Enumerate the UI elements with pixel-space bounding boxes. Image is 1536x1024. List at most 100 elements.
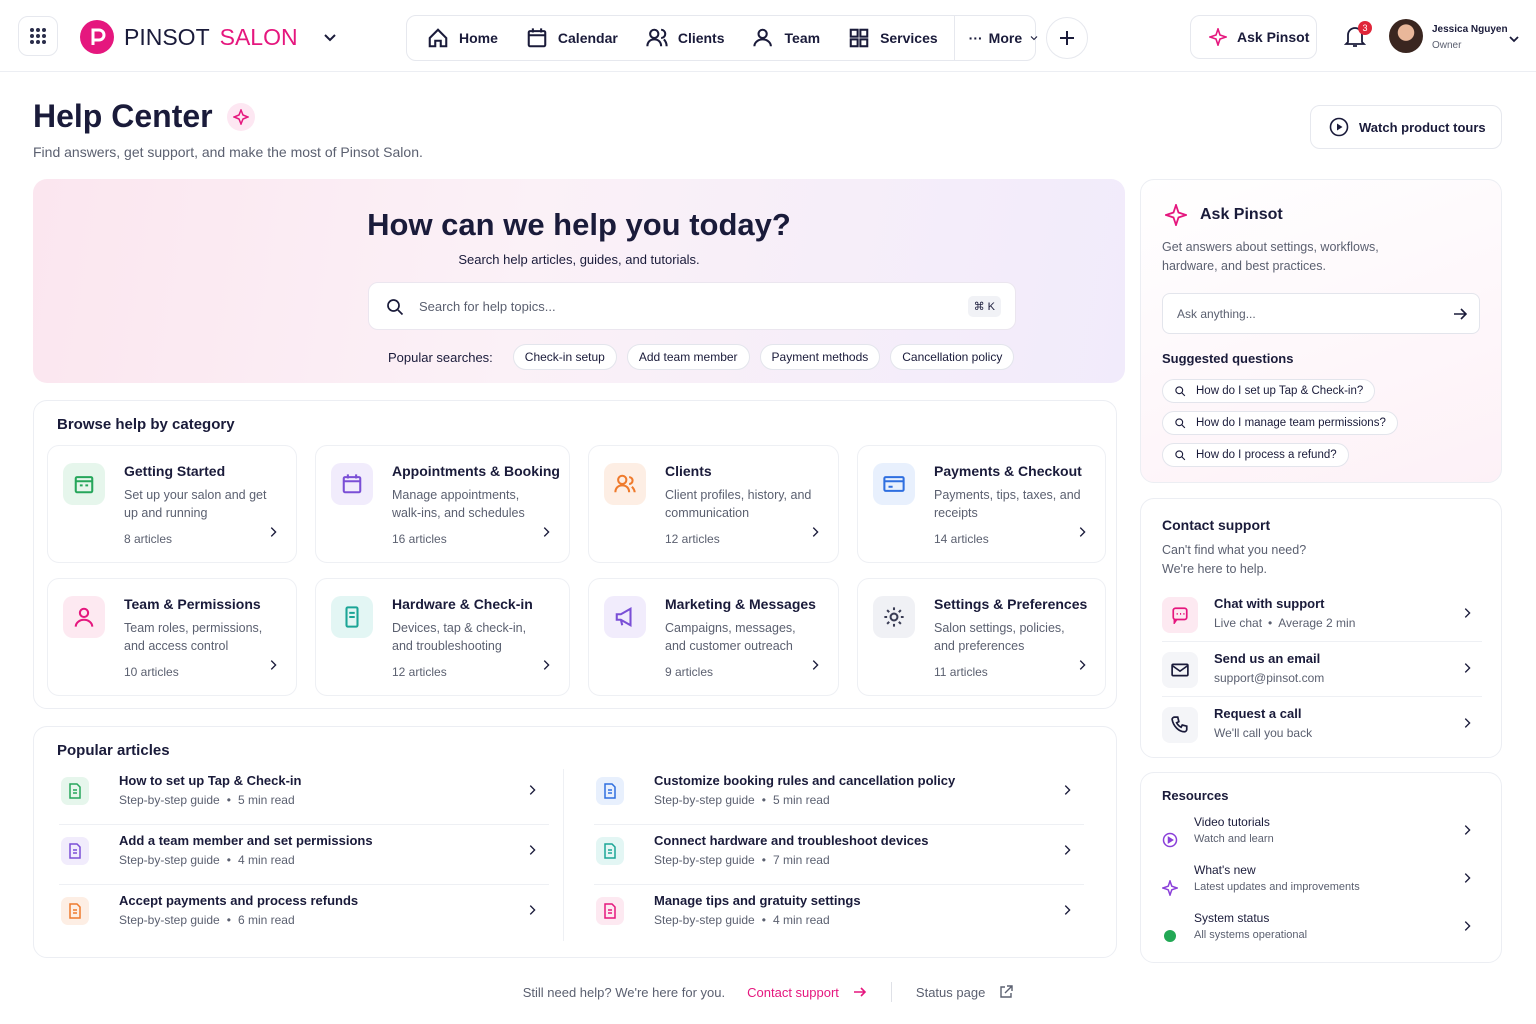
brand[interactable]: PINSOT SALON (80, 20, 338, 54)
contact-icon (1162, 652, 1198, 688)
chevron (529, 845, 536, 855)
article-time: 5 min read (772, 793, 830, 807)
nav-item[interactable]: Services (834, 27, 952, 49)
nav-item[interactable]: Team (739, 27, 835, 49)
article-title: How to set up Tap & Check-in (119, 773, 302, 788)
nav-label: Clients (677, 30, 725, 46)
chevron-wrap (266, 525, 280, 544)
nav-item[interactable]: Calendar (512, 27, 632, 49)
article-icon (61, 777, 89, 805)
category-card[interactable]: Clients Client profiles, history, and com… (588, 445, 839, 563)
article-icon (596, 897, 624, 925)
footer-status[interactable]: Status page (915, 984, 986, 1000)
chevron-wrap (1460, 661, 1474, 680)
popular-chip[interactable]: Check-in setup (512, 344, 617, 370)
popular-searches: Popular searches: Check-in setup Add team… (388, 344, 1015, 370)
page-title: Help Center (33, 98, 255, 135)
brand-name: PINSOT (124, 23, 210, 50)
category-card[interactable]: Marketing & Messages Campaigns, messages,… (588, 578, 839, 696)
suggested-question[interactable]: How do I manage team permissions? (1162, 411, 1398, 435)
avatar[interactable] (1389, 19, 1423, 53)
tours-button[interactable]: Watch product tours (1310, 105, 1502, 149)
popular-chip[interactable]: Payment methods (759, 344, 881, 370)
user-role: Owner (1432, 40, 1462, 51)
hero: How can we help you today? Search help a… (33, 179, 1125, 383)
user-chevron (1509, 36, 1519, 43)
contact-row[interactable]: Request a call We'll call you back (1162, 697, 1482, 752)
notification-badge: 3 (1358, 21, 1372, 35)
category-count: 8 articles (124, 532, 173, 546)
meta-dot: • (1268, 616, 1273, 630)
article-row[interactable]: Accept payments and process refunds Step-… (59, 885, 549, 945)
nav-item[interactable]: Clients (632, 27, 739, 49)
contact-title: Chat with support (1214, 596, 1325, 611)
icon (883, 476, 905, 492)
apps-button[interactable] (18, 16, 58, 56)
category-description: Salon settings, policies, and preference… (934, 621, 1065, 653)
ask-button[interactable]: Ask Pinsot (1190, 15, 1317, 59)
icon (614, 474, 636, 493)
contact-row[interactable]: Chat with support Live chat • Average 2 min (1162, 587, 1482, 642)
category-card[interactable]: Settings & Preferences Salon settings, po… (857, 578, 1106, 696)
suggested-question[interactable]: How do I set up Tap & Check-in? (1162, 379, 1376, 403)
article-row[interactable]: Connect hardware and troubleshoot device… (594, 825, 1084, 885)
contact-row[interactable]: Send us an email support@pinsot.com (1162, 642, 1482, 697)
nav-icon (527, 28, 547, 48)
category-icon (873, 463, 915, 505)
sparkle-icon (1165, 204, 1187, 226)
search-box[interactable]: Search for help topics... ⌘ K (368, 282, 1016, 330)
contact-detail: We'll call you back (1214, 726, 1312, 740)
popular-chip[interactable]: Add team member (626, 344, 750, 370)
article-row[interactable]: Add a team member and set permissions Ste… (59, 825, 549, 885)
icon (884, 607, 904, 627)
category-description: Set up your salon and get up and running (124, 488, 267, 520)
resource-row[interactable]: Video tutorials Watch and learn (1162, 809, 1482, 857)
resource-icon (1162, 918, 1178, 954)
contact-title: Send us an email (1214, 651, 1321, 666)
search-icon (1175, 450, 1186, 461)
question-text: How do I process a refund? (1196, 449, 1337, 461)
category-icon (604, 463, 646, 505)
category-description: Payments, tips, taxes, and receipts (934, 488, 1081, 520)
article-time: 7 min read (772, 853, 830, 867)
notifications[interactable]: 3 (1343, 21, 1372, 54)
footer-contact[interactable]: Contact support (747, 984, 839, 1000)
add-button[interactable] (1046, 17, 1088, 59)
chevron-wrap (1060, 843, 1074, 862)
resource-row[interactable]: System status All systems operational (1162, 905, 1482, 953)
category-card[interactable]: Payments & Checkout Payments, tips, taxes… (857, 445, 1106, 563)
nav-item[interactable]: Home (413, 27, 512, 49)
chevron (1464, 608, 1471, 618)
ask-placeholder: Ask anything... (1177, 307, 1256, 321)
resource-row[interactable]: What's new Latest updates and improvement… (1162, 857, 1482, 905)
article-row[interactable]: Manage tips and gratuity settings Step-by… (594, 885, 1084, 945)
chevron (1464, 718, 1471, 728)
chevron (1030, 36, 1038, 41)
category-card[interactable]: Appointments & Booking Manage appointment… (315, 445, 570, 563)
category-description: Devices, tap & check-in, and troubleshoo… (392, 621, 527, 653)
article-time: 5 min read (237, 793, 295, 807)
category-card[interactable]: Hardware & Check-in Devices, tap & check-… (315, 578, 570, 696)
category-icon (331, 463, 373, 505)
icon (1171, 663, 1189, 677)
chevron-wrap (525, 783, 539, 802)
category-card[interactable]: Getting Started Set up your salon and get… (47, 445, 297, 563)
ask-input[interactable]: Ask anything... (1162, 293, 1480, 334)
resource-detail: Watch and learn (1194, 833, 1274, 845)
detail-text: We'll call you back (1214, 726, 1313, 740)
chevron (1064, 905, 1071, 915)
chevron-wrap (1060, 783, 1074, 802)
question-text: How do I manage team permissions? (1196, 417, 1386, 429)
search-placeholder: Search for help topics... (419, 299, 556, 314)
resource-icon (1162, 822, 1178, 858)
suggested-question[interactable]: How do I process a refund? (1162, 443, 1349, 467)
category-card[interactable]: Team & Permissions Team roles, permission… (47, 578, 297, 696)
article-row[interactable]: Customize booking rules and cancellation… (594, 765, 1084, 825)
article-row[interactable]: How to set up Tap & Check-in Step-by-step… (59, 765, 549, 825)
contact-panel: Contact support Can't find what you need… (1140, 498, 1502, 758)
article-title: Accept payments and process refunds (119, 893, 359, 908)
nav-more[interactable]: ··· More (953, 16, 1054, 60)
article-meta: Step-by-step guide • 5 min read (654, 793, 830, 807)
popular-chip[interactable]: Cancellation policy (890, 344, 1015, 370)
